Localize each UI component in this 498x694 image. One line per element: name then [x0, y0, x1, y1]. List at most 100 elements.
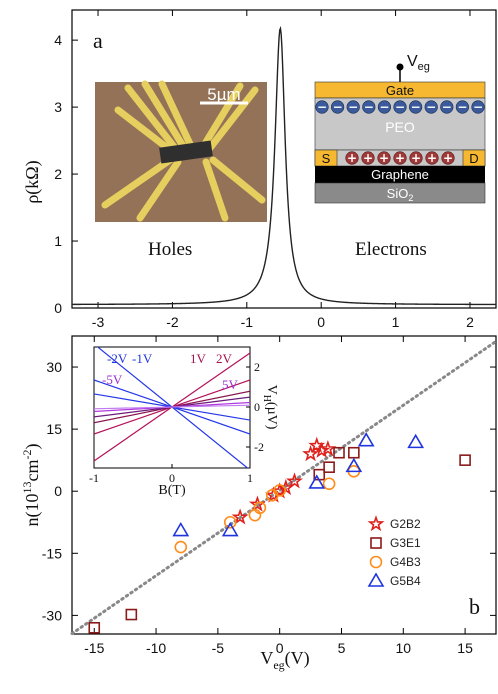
drain-label: D [469, 151, 478, 166]
positive-ion-icon [441, 151, 455, 165]
legend: G2B2 G3E1 G4B3 G5B4 [367, 515, 421, 588]
negative-ion-sign: − [333, 100, 343, 114]
negative-ion-icon [409, 100, 423, 114]
negative-ion-sign: − [317, 100, 327, 114]
hall-inset-xtick-label: -1 [89, 471, 99, 485]
panel-a-ytick-label: 1 [54, 233, 62, 249]
gate-terminal-label: Veg [407, 53, 430, 73]
positive-ion-sign: + [427, 151, 437, 165]
negative-ion-sign: − [411, 100, 421, 114]
positive-ion-sign: + [379, 151, 389, 165]
data-point-g4b3 [174, 540, 188, 554]
hall-inset-lines [94, 347, 250, 468]
negative-ion-sign: − [473, 100, 483, 114]
panel-b-ytick-label: 15 [46, 421, 62, 437]
data-point-g2b2 [286, 472, 304, 489]
graphene-layer-label: Graphene [371, 167, 429, 182]
data-point-g2b2 [319, 440, 337, 457]
negative-ion-icon [346, 100, 360, 114]
data-point-g2b2 [313, 441, 331, 458]
hall-inset-xtick-label: 0 [169, 471, 175, 485]
panel-b-xtick-label: -10 [146, 640, 166, 656]
hall-inset-xlabel: B(T) [158, 483, 186, 498]
data-point-g5b4 [221, 521, 239, 537]
data-point-g5b4 [345, 457, 363, 473]
negative-ion-sign: − [348, 100, 358, 114]
peo-layer-label: PEO [385, 119, 415, 135]
legend-marker-g2b2 [367, 515, 385, 532]
data-point-g3e1 [348, 446, 360, 459]
positive-ion-icon [425, 151, 439, 165]
data-point-g5b4 [172, 521, 190, 537]
data-point-g4b3 [322, 477, 336, 491]
hall-line [94, 404, 250, 410]
negative-ion-icon [424, 100, 438, 114]
micrograph-inset: 5µm [95, 80, 267, 222]
positive-ion-icon [377, 151, 391, 165]
hall-inset-ylabel: VH(µV) [261, 385, 279, 430]
negative-ion-sign: − [442, 100, 452, 114]
panel-a-ticks: -3 -2 -1 0 1 2 0 1 2 3 4 [54, 10, 474, 330]
panel-b-xtick-label: 0 [276, 640, 284, 656]
data-point-g2b2 [302, 445, 320, 462]
negative-ion-sign: − [379, 100, 389, 114]
negative-ion-icon [455, 100, 470, 114]
panel-b-xtick-label: 15 [457, 640, 473, 656]
data-point-g3e1 [323, 461, 335, 474]
source-label: S [322, 151, 331, 166]
positive-ion-sign: + [411, 151, 421, 165]
data-point-g2b2 [231, 508, 249, 525]
legend-marker-g3e1 [370, 537, 382, 549]
panel-b-ytick-label: 0 [54, 483, 62, 499]
panel-a-xtick-label: 2 [466, 314, 474, 330]
device-schematic-inset: Veg Gate PEO − − − − − − − − − − − S D + + + + + + + Gra… [314, 53, 486, 204]
positive-ion-icon [345, 151, 359, 165]
positive-ions: + + + + + + + [345, 151, 455, 165]
hall-line-label: 2V [216, 351, 233, 366]
positive-ion-icon [361, 151, 375, 165]
gate-terminal-icon [396, 63, 404, 71]
negative-ion-sign: − [364, 100, 374, 114]
panel-b-xlabel: Veg(V) [260, 648, 309, 672]
panel-b-ytick-label: -15 [42, 545, 62, 561]
positive-ion-sign: + [443, 151, 453, 165]
sio2-layer-label: SiO2 [387, 186, 414, 203]
legend-label: G3E1 [390, 536, 421, 550]
legend-label: G4B3 [390, 555, 421, 569]
legend-marker-g4b3 [369, 555, 383, 569]
panel-b-frame [71, 335, 497, 635]
negative-ion-sign: − [426, 100, 436, 114]
holes-label: Holes [148, 239, 192, 260]
panel-a-frame [71, 9, 497, 309]
panel-a: -3 -2 -1 0 1 2 0 1 2 3 4 a Holes Electrons ρ(kΩ) [22, 9, 497, 330]
data-point-g5b4 [308, 474, 326, 489]
electrons-label: Electrons [355, 239, 427, 260]
legend-label: G5B4 [390, 574, 421, 588]
panel-b-markers [88, 432, 471, 634]
panel-b-xtick-label: 10 [395, 640, 411, 656]
data-point-g4b3 [253, 501, 267, 515]
panel-a-xtick-label: -1 [241, 314, 254, 330]
legend-marker-g5b4 [367, 572, 385, 587]
data-point-g4b3 [223, 515, 237, 529]
positive-ion-sign: + [363, 151, 373, 165]
hall-line-label: -2V [107, 351, 128, 366]
negative-ion-icon [377, 100, 392, 114]
negative-ion-icon [315, 100, 329, 114]
data-point-g3e1 [88, 621, 101, 634]
panel-b-label: b [469, 594, 480, 619]
negative-ion-icon [331, 100, 345, 114]
panel-b-xtick-label: 5 [338, 640, 346, 656]
panel-a-xtick-label: 1 [392, 314, 400, 330]
panel-a-xtick-label: 0 [317, 314, 325, 330]
panel-a-ytick-label: 3 [54, 99, 62, 115]
hall-inset-xtick-label: 1 [247, 471, 253, 485]
panel-a-ytick-label: 2 [54, 166, 62, 182]
negative-ion-icon [440, 100, 454, 114]
negative-ion-icon [362, 100, 376, 114]
hall-line-label: 5V [222, 377, 239, 392]
positive-ion-sign: + [395, 151, 405, 165]
